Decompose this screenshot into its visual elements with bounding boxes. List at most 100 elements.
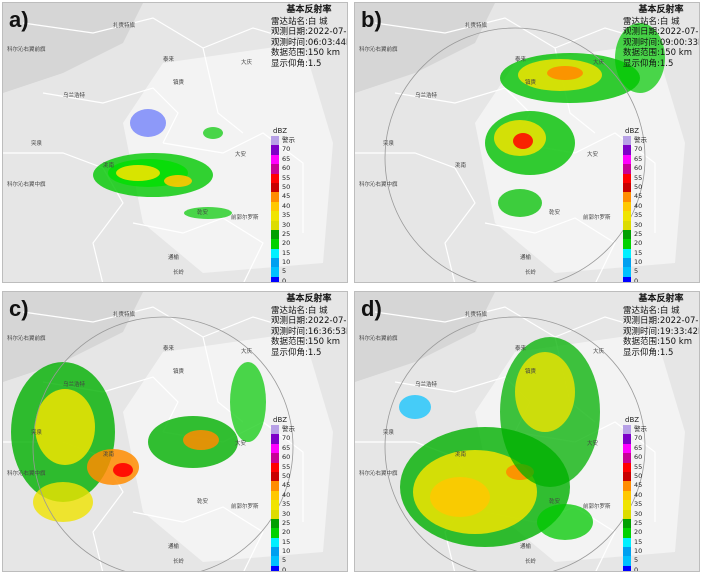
legend-label: 40 bbox=[282, 201, 291, 210]
legend-row: 40 bbox=[623, 201, 683, 212]
boundary-line-4 bbox=[132, 217, 264, 282]
product-title: 基本反射率 bbox=[638, 5, 684, 15]
legend-swatch bbox=[623, 220, 631, 230]
legend-swatch bbox=[271, 192, 279, 202]
legend-row: 45 bbox=[271, 192, 331, 202]
place-label: 前郭尔罗斯 bbox=[231, 215, 259, 221]
place-label: 通榆 bbox=[520, 255, 532, 261]
product-title: 基本反射率 bbox=[286, 294, 332, 304]
legend-label: 55 bbox=[634, 173, 643, 182]
place-label: 科尔沁右翼前旗 bbox=[359, 47, 398, 53]
legend-label: 60 bbox=[634, 164, 643, 173]
place-label: 长岭 bbox=[173, 559, 185, 565]
legend-label: 警示 bbox=[282, 136, 295, 144]
legend-swatch bbox=[271, 164, 279, 174]
legend-row: 0 bbox=[271, 276, 331, 282]
legend-row: 35 bbox=[623, 500, 683, 510]
place-label: 科尔沁右翼中旗 bbox=[7, 182, 46, 188]
legend-swatch bbox=[271, 528, 279, 538]
legend-label: 35 bbox=[634, 500, 643, 509]
legend-row: 65 bbox=[271, 443, 331, 454]
info-row: 显示仰角:1.5 bbox=[623, 347, 674, 358]
legend-swatch bbox=[271, 490, 279, 501]
legend-label: 70 bbox=[282, 145, 291, 154]
boundary-line-4 bbox=[132, 506, 264, 571]
info-row: 雷达站名:白 城 bbox=[623, 305, 680, 316]
info-row: 观测时间:16:36:53BJT bbox=[271, 326, 347, 337]
place-label: 大安 bbox=[587, 152, 599, 158]
legend-row: 70 bbox=[623, 434, 683, 444]
legend-swatch bbox=[623, 471, 631, 482]
place-label: 科尔沁右翼中旗 bbox=[359, 471, 398, 477]
radar-map bbox=[355, 3, 699, 282]
plain-region bbox=[123, 43, 333, 273]
legend-row: 15 bbox=[623, 248, 683, 259]
dbz-legend: dBZ 警示 70 65 60 55 50 45 40 35 30 25 20 15 10 5 0 bbox=[623, 416, 683, 571]
place-label: 科尔沁右翼前旗 bbox=[359, 336, 398, 342]
legend-swatch bbox=[271, 211, 279, 221]
place-label: 长岭 bbox=[525, 270, 537, 276]
place-label: 泰来 bbox=[163, 346, 175, 352]
info-row: 数据范围:150 km bbox=[623, 48, 692, 58]
legend-row: 警示 bbox=[271, 425, 331, 435]
place-label: 乌兰浩特 bbox=[63, 93, 86, 99]
legend-swatch bbox=[271, 462, 279, 472]
boundary-line-0 bbox=[374, 306, 656, 338]
place-label: 通榆 bbox=[168, 544, 180, 550]
legend-swatch bbox=[623, 136, 631, 146]
legend-label: 10 bbox=[282, 547, 291, 556]
echo-blob-3 bbox=[164, 175, 192, 187]
echo-blob-5 bbox=[515, 352, 575, 432]
place-label: 突泉 bbox=[383, 430, 395, 436]
legend-row: 5 bbox=[623, 556, 683, 566]
legend-label: 60 bbox=[634, 453, 643, 462]
echo-blob-5 bbox=[183, 430, 219, 450]
legend-swatch bbox=[271, 267, 279, 277]
legend-row: 5 bbox=[271, 267, 331, 277]
legend-label: 65 bbox=[282, 154, 291, 163]
legend-row: 65 bbox=[623, 154, 683, 165]
echo-blob-2 bbox=[547, 66, 583, 80]
legend-row: 70 bbox=[271, 145, 331, 155]
place-label: 乌兰浩特 bbox=[415, 93, 438, 99]
legend-label: 55 bbox=[634, 462, 643, 471]
legend-swatch bbox=[623, 518, 631, 529]
info-row: 观测日期:2022-07-13 bbox=[623, 27, 699, 37]
legend-swatch bbox=[271, 537, 279, 548]
legend-row: 10 bbox=[271, 547, 331, 557]
legend-swatch bbox=[271, 276, 279, 282]
legend-row: 50 bbox=[271, 471, 331, 482]
legend-swatch bbox=[271, 258, 279, 268]
radar-map bbox=[355, 292, 699, 571]
place-label: 大安 bbox=[587, 441, 599, 447]
legend-row: 40 bbox=[271, 201, 331, 212]
legend-label: 35 bbox=[282, 500, 291, 509]
place-label: 洮南 bbox=[455, 163, 467, 169]
info-row: 雷达站名:白 城 bbox=[623, 16, 680, 27]
legend-label: 30 bbox=[634, 509, 643, 518]
product-title: 基本反射率 bbox=[286, 5, 332, 15]
legend-label: 30 bbox=[634, 220, 643, 229]
place-label: 洮南 bbox=[103, 452, 115, 458]
legend-label: 40 bbox=[634, 201, 643, 210]
legend-label: 20 bbox=[282, 239, 291, 248]
echo-blob-7 bbox=[399, 395, 431, 419]
boundary-line-0 bbox=[374, 17, 656, 49]
legend-label: 45 bbox=[634, 481, 643, 490]
legend-swatch bbox=[271, 518, 279, 529]
legend-label: 70 bbox=[282, 434, 291, 443]
legend-row: 60 bbox=[623, 164, 683, 174]
legend-unit: dBZ bbox=[625, 416, 640, 424]
legend-swatch bbox=[271, 481, 279, 491]
legend-label: 35 bbox=[634, 211, 643, 220]
legend-swatch bbox=[271, 434, 279, 444]
boundary-line-5 bbox=[202, 47, 244, 134]
legend-label: 25 bbox=[282, 518, 291, 527]
legend-swatch bbox=[271, 154, 279, 165]
legend-swatch bbox=[271, 556, 279, 566]
info-row: 观测时间:09:00:33BJT bbox=[623, 37, 699, 48]
echo-blob-5 bbox=[513, 133, 533, 149]
legend-swatch bbox=[623, 154, 631, 165]
echo-blob-2 bbox=[116, 165, 160, 181]
echo-blob-6 bbox=[498, 189, 542, 217]
